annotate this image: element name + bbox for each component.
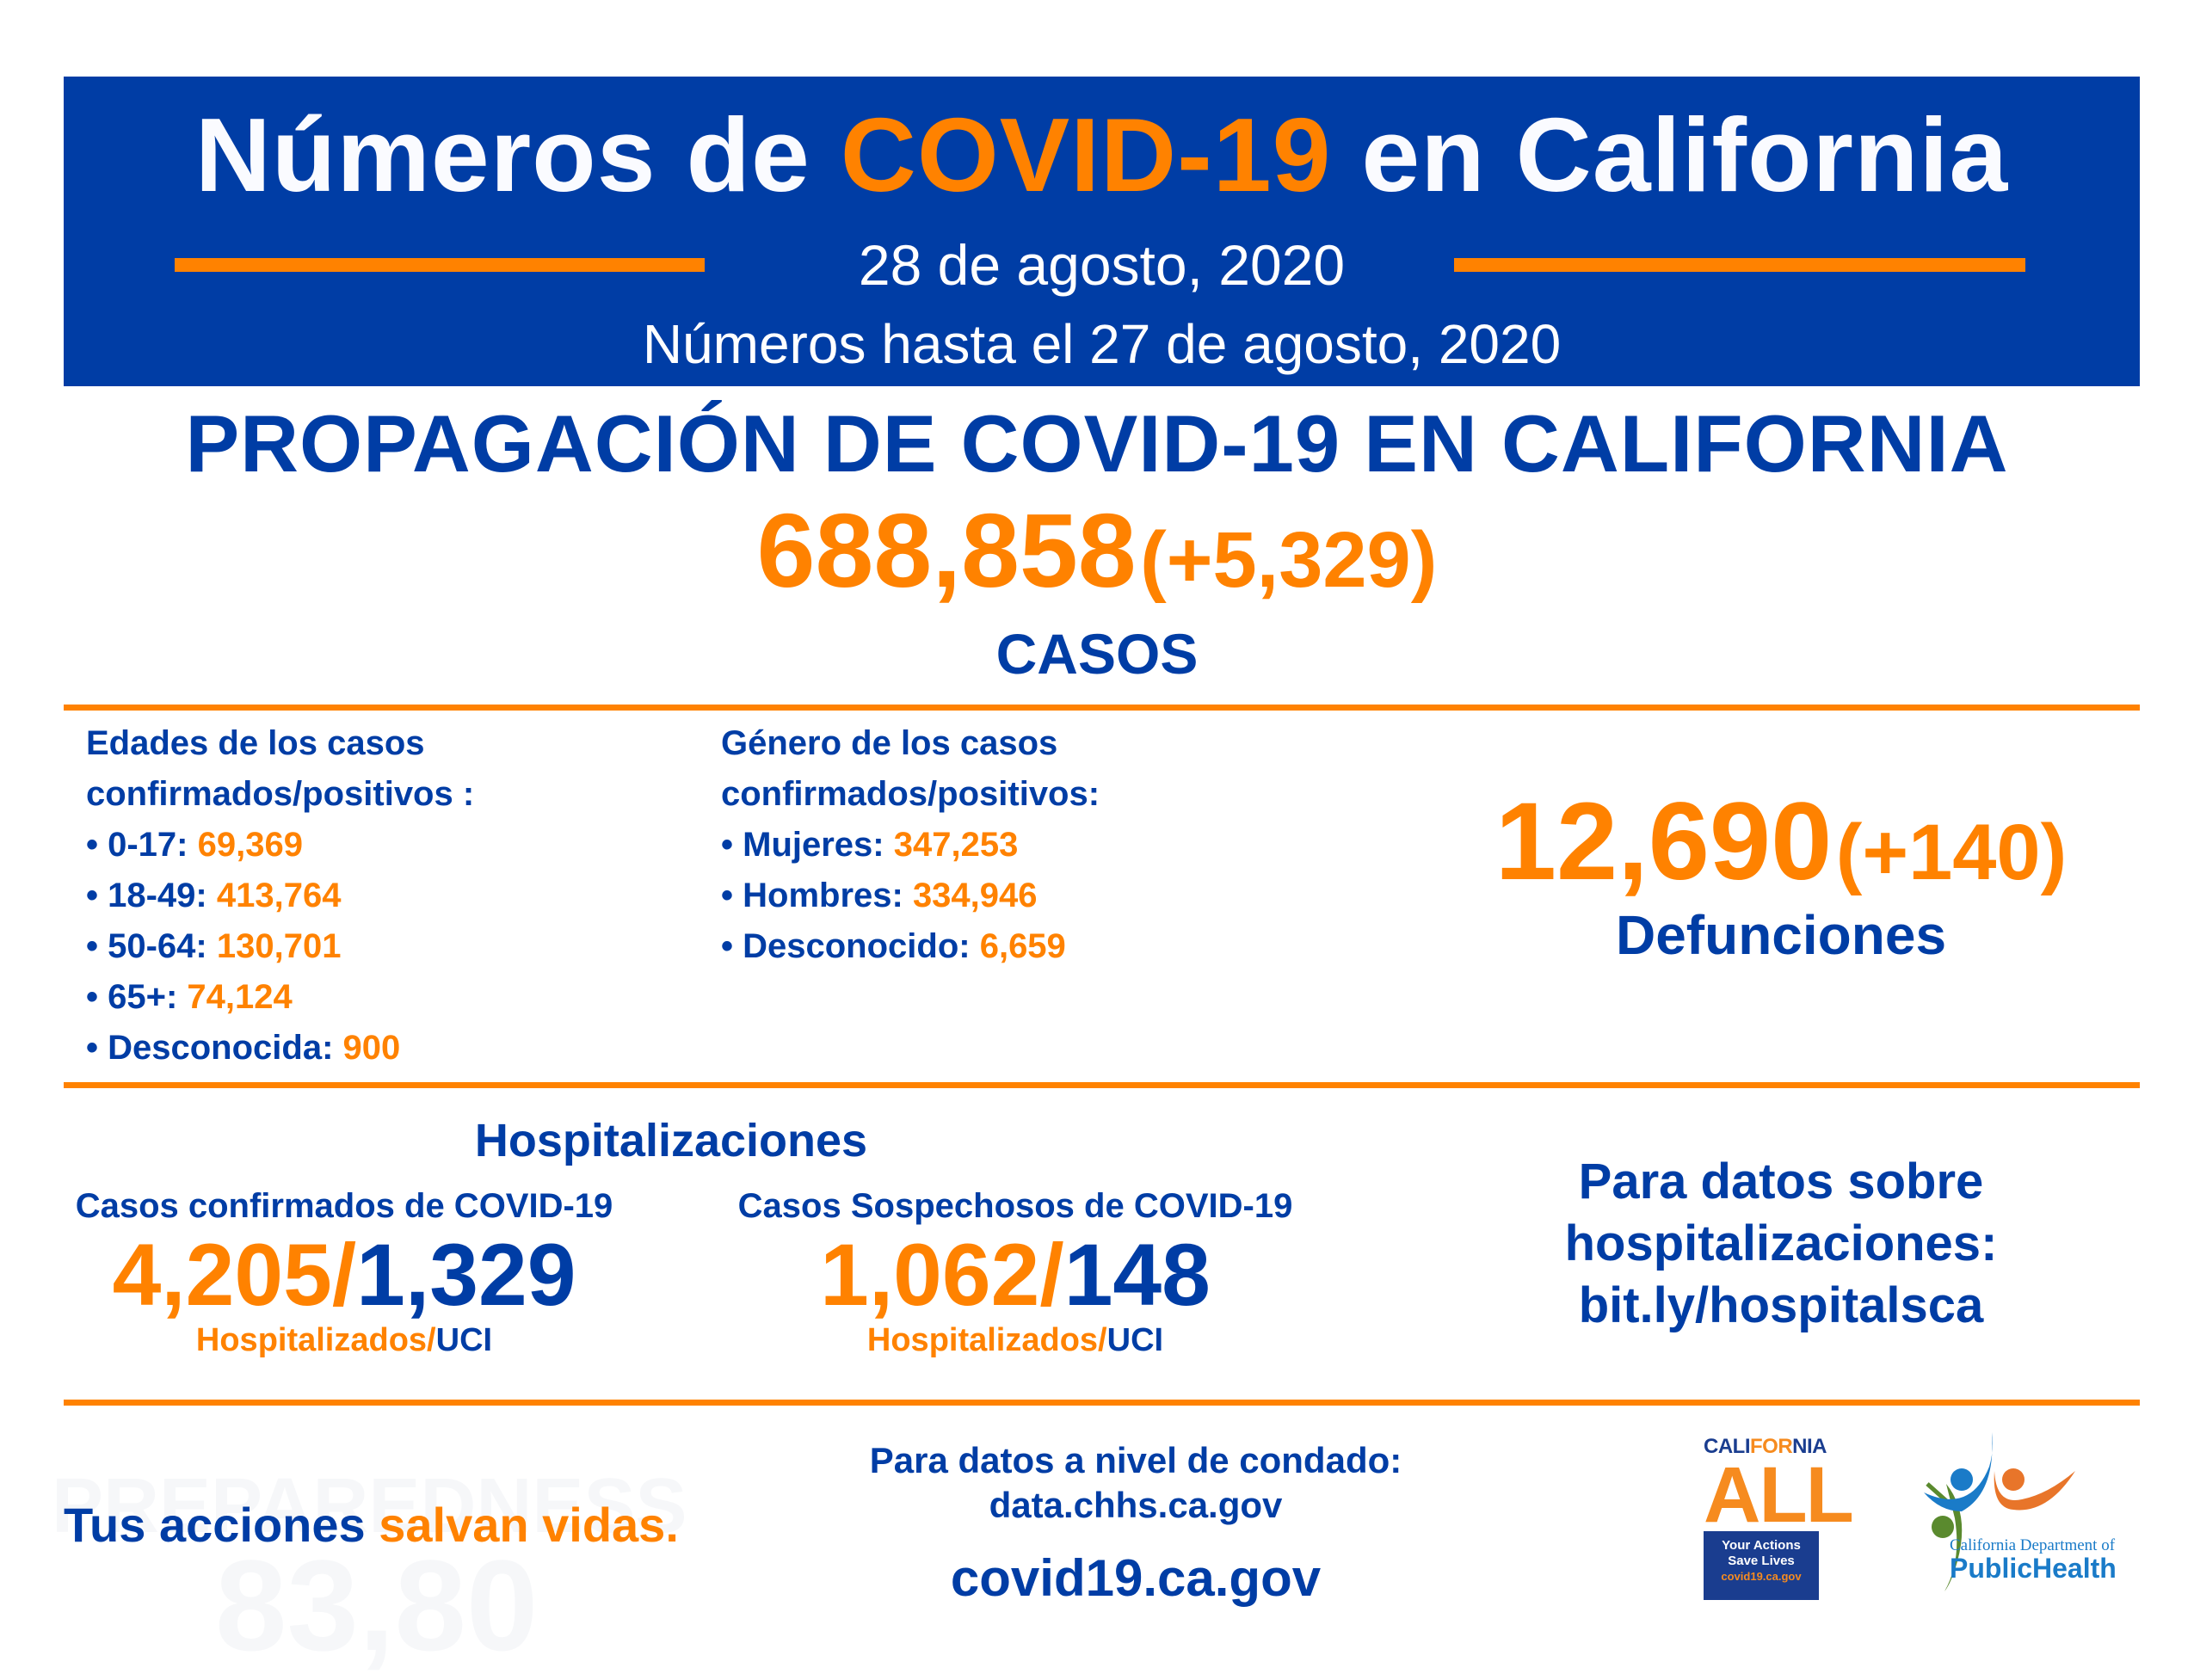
hospital-data-link[interactable]: bit.ly/hospitalsca — [1578, 1277, 1984, 1333]
item-label: • Desconocido: — [721, 927, 980, 965]
list-item: • Desconocida: 900 — [86, 1023, 474, 1074]
cases-label: CASOS — [995, 622, 1199, 686]
header-rule-right — [1454, 258, 2025, 272]
ages-heading-1: Edades de los casos — [86, 724, 425, 762]
divider-1 — [64, 705, 2140, 711]
suspected-heading: Casos Sospechosos de COVID-19 — [737, 1187, 1293, 1225]
item-value: 69,369 — [197, 826, 303, 864]
item-label: • 18-49: — [86, 877, 217, 914]
item-value: 347,253 — [893, 826, 1019, 864]
divider-3 — [64, 1400, 2140, 1406]
list-item: • Hombres: 334,946 — [721, 871, 1100, 921]
item-value: 6,659 — [979, 927, 1066, 965]
item-label: • Hombres: — [721, 877, 913, 914]
suspected-hospitalized: 1,062 — [820, 1226, 1040, 1324]
deaths-total: 12,690 — [1495, 780, 1833, 903]
confirmed-icu: 1,329 — [356, 1226, 576, 1324]
item-label: • 65+: — [86, 978, 188, 1016]
cfa-box-line2: Save Lives — [1728, 1554, 1795, 1568]
page-title: Números de COVID-19 en California — [64, 95, 2140, 215]
ages-heading-2: confirmados/positivos : — [86, 775, 475, 813]
cdph-wordmark: PublicHealth — [1950, 1553, 2117, 1584]
suspected-hospitalizations: Casos Sospechosos de COVID-19 1,062/148 … — [688, 1187, 1342, 1359]
sub-icu: UCI — [1106, 1322, 1164, 1358]
california-for-all-logo: CALIFORNIA ALL Your Actions Save Lives c… — [1704, 1435, 1854, 1600]
deaths-label: Defunciones — [1615, 904, 1947, 966]
covid-site-link[interactable]: covid19.ca.gov — [950, 1549, 1322, 1607]
item-label: • Desconocida: — [86, 1029, 343, 1067]
suspected-numbers: 1,062/148 — [820, 1226, 1211, 1324]
report-date: 28 de agosto, 2020 — [858, 233, 1346, 297]
cases-total: 688,858 — [756, 492, 1137, 609]
list-item: • 18-49: 413,764 — [86, 871, 474, 921]
item-label: • 50-64: — [86, 927, 217, 965]
spread-title: PROPAGACIÓN DE COVID-19 EN CALIFORNIA — [185, 398, 2009, 489]
suspected-sublabel: Hospitalizados/UCI — [688, 1322, 1342, 1359]
confirmed-numbers: 4,205/1,329 — [112, 1226, 576, 1324]
list-item: • Desconocido: 6,659 — [721, 921, 1100, 972]
confirmed-sublabel: Hospitalizados/UCI — [17, 1322, 671, 1359]
hospitalizations-title: Hospitalizaciones — [474, 1115, 868, 1166]
list-item: • 50-64: 130,701 — [86, 921, 474, 972]
county-info-label: Para datos a nivel de condado: — [869, 1440, 1402, 1480]
list-item: • Mujeres: 347,253 — [721, 820, 1100, 871]
data-through-date: Números hasta el 27 de agosto, 2020 — [642, 313, 1562, 375]
item-value: 334,946 — [912, 877, 1038, 914]
header-banner — [64, 77, 2140, 386]
list-item: • 65+: 74,124 — [86, 972, 474, 1023]
divider-2 — [64, 1082, 2140, 1088]
item-value: 130,701 — [216, 927, 342, 965]
item-value: 413,764 — [216, 877, 342, 914]
hospital-info-line2: hospitalizaciones: — [1564, 1215, 1998, 1271]
suspected-icu: 148 — [1063, 1226, 1211, 1324]
item-label: • Mujeres: — [721, 826, 894, 864]
county-data-link[interactable]: data.chhs.ca.gov — [989, 1485, 1283, 1525]
list-item: • 0-17: 69,369 — [86, 820, 474, 871]
cfa-for: FOR — [1750, 1435, 1793, 1458]
cfa-box-line1: Your Actions — [1722, 1538, 1801, 1553]
item-value: 900 — [342, 1029, 401, 1067]
confirmed-hospitalized: 4,205 — [112, 1226, 332, 1324]
cfa-cali: CALI — [1704, 1435, 1751, 1458]
hospital-data-info: Para datos sobre hospitalizaciones: bit.… — [1523, 1151, 2039, 1337]
cfa-nia: NIA — [1792, 1435, 1827, 1458]
header-rule-left — [175, 258, 705, 272]
slogan: Tus acciones salvan vidas. — [64, 1497, 679, 1553]
gender-list: Género de los casos confirmados/positivo… — [721, 718, 1100, 972]
ages-list: Edades de los casos confirmados/positivo… — [86, 718, 474, 1074]
cdph-figures-icon — [1924, 1432, 2075, 1591]
deaths-new: (+140) — [1835, 809, 2068, 896]
gender-heading-2: confirmados/positivos: — [721, 775, 1100, 813]
cases-new: (+5,329) — [1140, 516, 1438, 604]
slogan-blue: Tus acciones — [64, 1498, 379, 1552]
hospital-info-line1: Para datos sobre — [1578, 1154, 1984, 1209]
confirmed-heading: Casos confirmados de COVID-19 — [75, 1187, 613, 1225]
title-suffix: en California — [1331, 96, 2009, 213]
title-highlight: COVID-19 — [840, 96, 1332, 213]
ghost-background-number: 83,80 — [215, 1533, 539, 1677]
cdph-label: California Department of — [1950, 1536, 2116, 1554]
confirmed-hospitalizations: Casos confirmados de COVID-19 4,205/1,32… — [17, 1187, 671, 1359]
cfa-wordmark: CALIFORNIA — [1704, 1435, 1833, 1459]
cfa-box: Your Actions Save Lives covid19.ca.gov — [1704, 1531, 1819, 1600]
slogan-orange: salvan vidas. — [379, 1498, 679, 1552]
county-data-info: Para datos a nivel de condado: data.chhs… — [826, 1438, 1445, 1528]
cases-total-line: 688,858 (+5,329) — [0, 490, 2194, 611]
title-prefix: Números de — [194, 96, 841, 213]
sub-icu: UCI — [435, 1322, 493, 1358]
deaths-total-line: 12,690 (+140) — [1411, 778, 2151, 905]
item-value: 74,124 — [187, 978, 293, 1016]
gender-heading-1: Género de los casos — [721, 724, 1058, 762]
cfa-all: ALL — [1704, 1451, 1854, 1539]
sub-hospitalized: Hospitalizados/ — [195, 1322, 436, 1358]
item-label: • 0-17: — [86, 826, 198, 864]
sub-hospitalized: Hospitalizados/ — [866, 1322, 1107, 1358]
ghost-background-text: PREPAREDNESS — [52, 1463, 687, 1549]
cfa-box-url: covid19.ca.gov — [1721, 1570, 1802, 1583]
